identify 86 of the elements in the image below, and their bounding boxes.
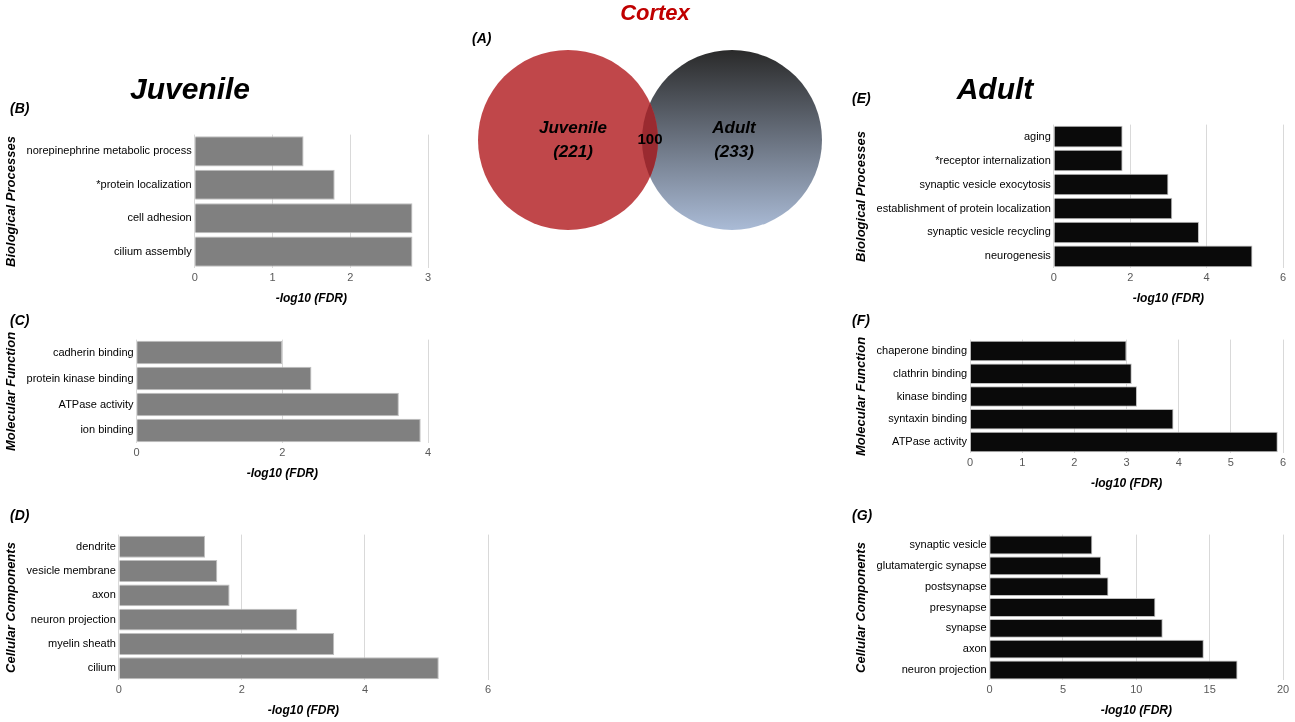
y-tick-label: myelin sheath (47, 636, 116, 649)
category-label: Juvenile (538, 117, 608, 137)
y-tick-label: neuron projection (901, 663, 987, 676)
y-tick-label: presynapse (929, 600, 987, 613)
text: (G) (852, 507, 873, 523)
y-tick-label: neuron projection (30, 612, 116, 625)
x-tick-label: 2 (279, 446, 286, 459)
x-tick-label: 20 (1276, 683, 1290, 696)
y-tick-label: chaperone binding (876, 344, 968, 357)
x-axis-title: -log10 (FDR) (246, 466, 318, 481)
y-tick-label: cilium assembly (114, 244, 193, 257)
y-tick-label: ATPase activity (892, 435, 968, 448)
x-tick-label: 2 (1071, 456, 1078, 469)
y-tick-label: postsynapse (924, 579, 987, 592)
x-tick-label: 3 (1123, 456, 1130, 469)
y-tick-label: dendrite (76, 539, 116, 552)
y-tick-label: synaptic vesicle recycling (927, 225, 1051, 238)
data-label: (233) (714, 141, 755, 161)
y-tick-label: kinase binding (896, 389, 968, 402)
chart-title: Juvenile (129, 72, 251, 106)
category-label: Adult (711, 117, 758, 137)
text: (E) (852, 90, 871, 106)
y-axis-title: Cellular Components (3, 542, 19, 673)
y-tick-label: synaptic vesicle exocytosis (919, 177, 1052, 190)
y-axis-title: Biological Processes (853, 131, 869, 262)
x-tick-label: 10 (1130, 683, 1143, 696)
x-axis-title: -log10 (FDR) (267, 703, 340, 718)
y-tick-label: axon (92, 588, 116, 601)
x-tick-label: 0 (191, 271, 198, 284)
x-axis-title: -log10 (FDR) (275, 291, 348, 306)
x-tick-label: 1 (269, 271, 276, 284)
y-axis-title: Molecular Function (853, 336, 869, 457)
y-tick-label: vesicle membrane (26, 564, 116, 577)
x-tick-label: 0 (133, 446, 140, 459)
y-tick-label: cell adhesion (127, 211, 192, 224)
x-tick-label: 5 (1227, 456, 1234, 469)
y-tick-label: establishment of protein localization (876, 201, 1051, 214)
chart-title: Adult (956, 72, 1034, 106)
data-label: 100 (637, 130, 663, 148)
data-label: (221) (553, 141, 594, 161)
x-axis-title: -log10 (FDR) (1090, 476, 1163, 491)
text: Cortex (620, 0, 690, 26)
x-tick-label: 6 (1279, 456, 1287, 469)
x-tick-label: 15 (1203, 683, 1216, 696)
y-tick-label: glutamatergic synapse (876, 558, 987, 571)
y-tick-label: cadherin binding (52, 345, 134, 358)
text: (F) (852, 312, 870, 328)
y-tick-label: ion binding (80, 423, 134, 436)
x-tick-label: 5 (1059, 683, 1067, 696)
y-tick-label: *receptor internalization (935, 153, 1051, 166)
y-tick-label: synapse (945, 621, 987, 634)
x-tick-label: 0 (1050, 271, 1057, 284)
x-tick-label: 0 (967, 456, 974, 469)
y-tick-label: syntaxin binding (888, 412, 968, 425)
x-tick-label: 3 (424, 271, 432, 284)
x-tick-label: 4 (424, 446, 432, 459)
x-tick-label: 4 (1175, 456, 1182, 469)
y-tick-label: *protein localization (96, 177, 192, 190)
y-tick-label: synaptic vesicle (909, 538, 987, 551)
y-axis-title: Molecular Function (3, 331, 19, 452)
x-tick-label: 6 (484, 683, 492, 696)
y-tick-label: axon (962, 642, 987, 655)
text: (B) (10, 100, 30, 116)
y-tick-label: neurogenesis (984, 249, 1052, 262)
y-tick-label: ATPase activity (58, 397, 135, 410)
x-tick-label: 0 (115, 683, 122, 696)
x-tick-label: 4 (361, 683, 369, 696)
x-axis-title: -log10 (FDR) (1100, 703, 1172, 718)
y-tick-label: aging (1023, 129, 1051, 142)
y-tick-label: protein kinase binding (26, 371, 134, 384)
text: (A) (472, 30, 492, 46)
x-tick-label: 6 (1279, 271, 1287, 284)
y-axis-title: Biological Processes (3, 136, 19, 267)
text: (C) (10, 312, 30, 328)
x-axis-title: -log10 (FDR) (1132, 291, 1205, 306)
y-tick-label: cilium (87, 661, 116, 674)
x-tick-label: 2 (347, 271, 354, 284)
x-tick-label: 4 (1203, 271, 1210, 284)
x-tick-label: 1 (1019, 456, 1026, 469)
y-tick-label: norepinephrine metabolic process (26, 144, 193, 157)
x-tick-label: 2 (238, 683, 245, 696)
y-axis-title: Cellular Components (853, 542, 869, 673)
x-tick-label: 0 (986, 683, 993, 696)
x-tick-label: 2 (1127, 271, 1134, 284)
y-tick-label: clathrin binding (893, 366, 968, 379)
text: (D) (10, 507, 30, 523)
